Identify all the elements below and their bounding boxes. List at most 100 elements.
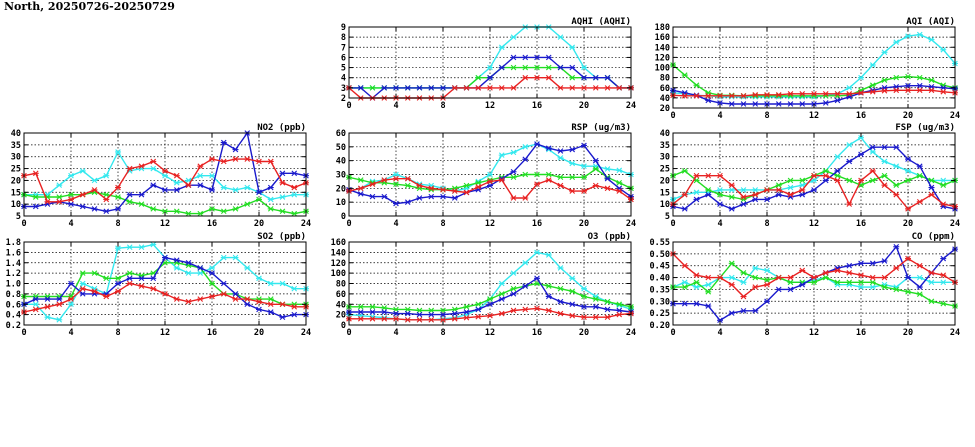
data-point <box>220 280 227 287</box>
data-point <box>893 191 900 198</box>
x-tick-label: 8 <box>764 328 769 338</box>
data-point <box>150 182 157 188</box>
data-point <box>357 185 364 192</box>
data-point <box>150 165 157 172</box>
data-point <box>32 194 39 200</box>
data-point <box>138 163 145 169</box>
data-point <box>173 187 180 193</box>
data-point <box>115 280 121 287</box>
data-point <box>822 172 829 179</box>
data-point <box>279 280 286 287</box>
x-tick-label: 20 <box>579 101 589 111</box>
data-point <box>440 193 446 200</box>
data-point <box>291 304 298 310</box>
y-tick-label: 1.4 <box>6 259 21 269</box>
data-point <box>717 317 723 324</box>
y-tick-label: 20 <box>336 311 346 321</box>
data-point <box>428 311 435 318</box>
data-point <box>256 158 262 165</box>
data-point <box>705 274 712 281</box>
data-point <box>705 97 712 104</box>
data-point <box>463 309 470 315</box>
data-point <box>569 160 576 167</box>
data-point <box>787 91 794 97</box>
x-tick-label: 0 <box>670 111 675 121</box>
y-tick-label: 100 <box>331 269 346 279</box>
data-point <box>393 171 399 178</box>
data-point <box>291 191 298 198</box>
y-tick-label: 25 <box>11 165 21 175</box>
data-point <box>893 286 900 293</box>
data-point <box>510 149 517 156</box>
data-point <box>256 306 262 313</box>
data-point <box>185 298 192 305</box>
data-point <box>557 34 564 40</box>
data-point <box>940 272 947 278</box>
y-tick-label: 80 <box>660 74 670 84</box>
data-point <box>905 156 911 162</box>
data-point <box>869 284 876 290</box>
data-point <box>834 279 841 286</box>
y-tick-label: 20 <box>11 176 21 186</box>
data-point <box>616 167 623 174</box>
data-point <box>834 153 841 160</box>
data-point <box>775 101 782 107</box>
data-point <box>858 260 864 267</box>
y-tick-label: 5 <box>341 64 346 74</box>
data-point <box>185 210 192 217</box>
data-point <box>893 265 900 271</box>
y-tick-label: 80 <box>336 280 346 290</box>
data-point <box>822 168 829 174</box>
data-point <box>799 182 806 188</box>
data-point <box>545 307 552 314</box>
data-point <box>752 265 759 271</box>
data-point <box>681 168 688 174</box>
data-point <box>893 182 900 188</box>
x-tick-label: 16 <box>856 328 866 338</box>
data-point <box>126 198 133 205</box>
data-point <box>545 171 552 178</box>
data-point <box>811 187 817 193</box>
x-tick-label: 4 <box>717 111 722 121</box>
data-point <box>740 201 747 207</box>
y-tick-label: 40 <box>11 129 21 139</box>
data-point <box>91 177 98 184</box>
data-point <box>510 64 517 71</box>
data-point <box>557 182 564 189</box>
data-point <box>811 279 817 286</box>
data-point <box>811 274 817 281</box>
y-tick-label: 20 <box>660 176 670 186</box>
data-point <box>404 85 411 91</box>
y-tick-label: 0.6 <box>6 300 21 310</box>
data-point <box>557 64 564 71</box>
data-point <box>369 309 376 315</box>
data-point <box>581 142 587 149</box>
data-point <box>869 62 876 68</box>
data-point <box>103 196 110 203</box>
x-tick-label: 0 <box>21 328 26 338</box>
data-point <box>56 317 63 323</box>
data-point <box>279 180 286 186</box>
data-point <box>728 194 735 200</box>
data-point <box>557 285 564 292</box>
data-point <box>162 172 168 179</box>
data-point <box>416 85 423 91</box>
data-point <box>740 279 747 286</box>
x-tick-label: 8 <box>440 328 445 338</box>
y-tick-label: 0 <box>341 321 346 331</box>
data-point <box>522 306 529 313</box>
data-point <box>916 31 923 38</box>
data-point <box>545 64 552 71</box>
data-point <box>291 285 298 292</box>
data-point <box>858 151 864 158</box>
x-tick-label: 0 <box>670 219 675 229</box>
data-point <box>185 270 192 276</box>
y-tick-label: 1.2 <box>6 269 21 279</box>
data-point <box>173 208 180 215</box>
data-point <box>858 134 864 141</box>
data-point <box>681 262 688 269</box>
data-point <box>138 283 145 289</box>
data-point <box>592 85 599 91</box>
